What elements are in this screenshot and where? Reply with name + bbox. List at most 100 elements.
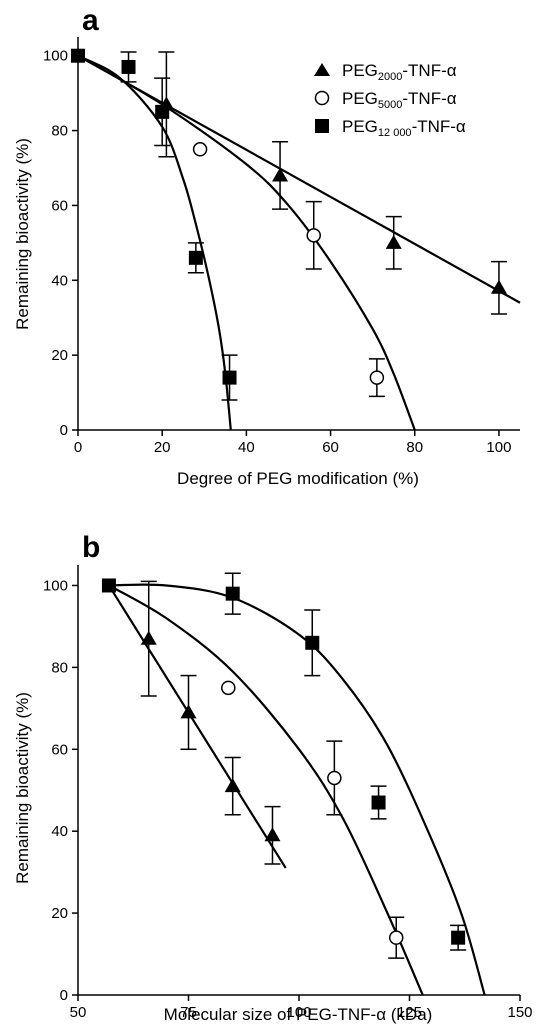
panel-b: b Molecular size of PEG-TNF-α (kDa) Rema… bbox=[13, 531, 533, 1024]
triangle-marker bbox=[180, 704, 197, 719]
square-data-point bbox=[224, 572, 241, 615]
panel-a-legend: PEG2000-TNF-α PEG5000-TNF-α PEG12 000-TN… bbox=[314, 61, 466, 139]
x-tick-label: 100 bbox=[286, 1004, 311, 1021]
square-fit-line bbox=[108, 583, 486, 996]
svg-text:PEG12 000-TNF-α: PEG12 000-TNF-α bbox=[342, 117, 466, 139]
y-tick-label: 80 bbox=[51, 123, 68, 140]
triangle-data-point bbox=[272, 141, 289, 210]
open-circle-fit-line bbox=[108, 584, 424, 996]
square-data-point bbox=[450, 924, 467, 951]
legend-entry-peg5000: PEG5000-TNF-α bbox=[314, 89, 457, 111]
y-tick-label: 100 bbox=[43, 577, 68, 594]
square-data-point bbox=[71, 48, 85, 63]
triangle-data-point bbox=[264, 805, 281, 865]
x-tick-label: 125 bbox=[397, 1004, 422, 1021]
panel-a-ticks: 0 20 40 60 80 100 0 20 40 60 80 100 bbox=[43, 48, 511, 456]
legend-base: PEG bbox=[342, 117, 378, 136]
panel-a-letter: a bbox=[82, 4, 99, 37]
legend-suffix: -TNF-α bbox=[402, 61, 456, 80]
square-marker bbox=[222, 370, 237, 385]
x-tick-label: 150 bbox=[507, 1004, 532, 1021]
triangle-data-point bbox=[385, 215, 402, 270]
square-data-point bbox=[154, 77, 171, 147]
open-circle-data-point bbox=[221, 680, 236, 696]
open-circle-data-point bbox=[192, 142, 208, 157]
legend-square-marker bbox=[315, 119, 329, 133]
square-data-point bbox=[304, 609, 321, 677]
legend-base: PEG bbox=[342, 61, 378, 80]
y-tick-label: 0 bbox=[60, 987, 68, 1004]
square-marker bbox=[71, 48, 85, 63]
panel-b-letter: b bbox=[82, 531, 100, 564]
panel-a-points bbox=[71, 48, 507, 401]
square-data-point bbox=[187, 242, 204, 274]
open-circle-marker bbox=[192, 142, 208, 157]
legend-open-circle-marker bbox=[314, 90, 330, 106]
legend-triangle-marker bbox=[314, 63, 330, 76]
panel-b-fit-lines bbox=[108, 583, 486, 996]
panel-b-ticks: 50 75 100 125 150 0 20 40 60 80 100 bbox=[43, 577, 533, 1021]
triangle-fit-line bbox=[108, 584, 287, 869]
y-tick-label: 20 bbox=[51, 905, 68, 922]
open-circle-fit-line bbox=[77, 54, 416, 431]
triangle-marker bbox=[490, 279, 507, 294]
legend-subscript: 2000 bbox=[378, 71, 402, 83]
legend-suffix: -TNF-α bbox=[412, 117, 466, 136]
open-circle-data-point bbox=[368, 358, 385, 398]
x-tick-label: 80 bbox=[406, 439, 423, 456]
square-marker bbox=[451, 930, 466, 945]
triangle-marker bbox=[224, 778, 241, 793]
x-tick-label: 75 bbox=[180, 1004, 197, 1021]
square-marker bbox=[305, 635, 320, 650]
open-circle-marker bbox=[306, 228, 321, 243]
square-marker bbox=[225, 586, 240, 601]
y-tick-label: 40 bbox=[51, 272, 68, 289]
triangle-marker bbox=[140, 630, 157, 645]
y-tick-label: 80 bbox=[51, 659, 68, 676]
y-tick-label: 100 bbox=[43, 48, 68, 65]
y-tick-label: 60 bbox=[51, 741, 68, 758]
svg-text:PEG5000-TNF-α: PEG5000-TNF-α bbox=[342, 89, 457, 111]
square-marker bbox=[121, 59, 136, 74]
triangle-marker bbox=[385, 234, 402, 249]
square-data-point bbox=[221, 354, 238, 401]
panel-a-y-label: Remaining bioactivity (%) bbox=[13, 138, 32, 330]
open-circle-marker bbox=[369, 370, 385, 385]
panel-b-y-label: Remaining bioactivity (%) bbox=[13, 692, 32, 884]
legend-base: PEG bbox=[342, 89, 378, 108]
open-circle-marker bbox=[221, 680, 236, 696]
x-tick-label: 50 bbox=[70, 1004, 87, 1021]
y-tick-label: 60 bbox=[51, 197, 68, 214]
square-data-point bbox=[101, 578, 116, 593]
panel-a-x-label: Degree of PEG modification (%) bbox=[177, 469, 419, 488]
panel-b-points bbox=[101, 572, 467, 959]
x-tick-label: 0 bbox=[74, 439, 82, 456]
square-data-point bbox=[120, 51, 137, 83]
open-circle-marker bbox=[327, 770, 342, 786]
triangle-marker bbox=[264, 827, 281, 842]
open-circle-data-point bbox=[326, 740, 343, 816]
triangle-data-point bbox=[140, 580, 157, 697]
square-fit-line bbox=[77, 54, 232, 431]
x-tick-label: 60 bbox=[322, 439, 339, 456]
y-tick-label: 40 bbox=[51, 823, 68, 840]
square-marker bbox=[371, 795, 386, 810]
triangle-marker bbox=[272, 167, 289, 182]
square-data-point bbox=[370, 785, 387, 820]
x-tick-label: 100 bbox=[486, 439, 511, 456]
square-marker bbox=[188, 250, 203, 265]
open-circle-marker bbox=[388, 930, 404, 945]
legend-subscript: 12 000 bbox=[378, 127, 412, 139]
legend-subscript: 5000 bbox=[378, 99, 402, 111]
y-tick-label: 0 bbox=[60, 422, 68, 439]
legend-suffix: -TNF-α bbox=[402, 89, 456, 108]
triangle-data-point bbox=[490, 260, 507, 315]
open-circle-data-point bbox=[305, 200, 322, 270]
x-tick-label: 20 bbox=[154, 439, 171, 456]
legend-entry-peg12000: PEG12 000-TNF-α bbox=[315, 117, 466, 139]
triangle-data-point bbox=[180, 674, 197, 751]
square-marker bbox=[101, 578, 116, 593]
open-circle-data-point bbox=[388, 916, 405, 959]
panel-a-fit-lines bbox=[77, 54, 521, 431]
